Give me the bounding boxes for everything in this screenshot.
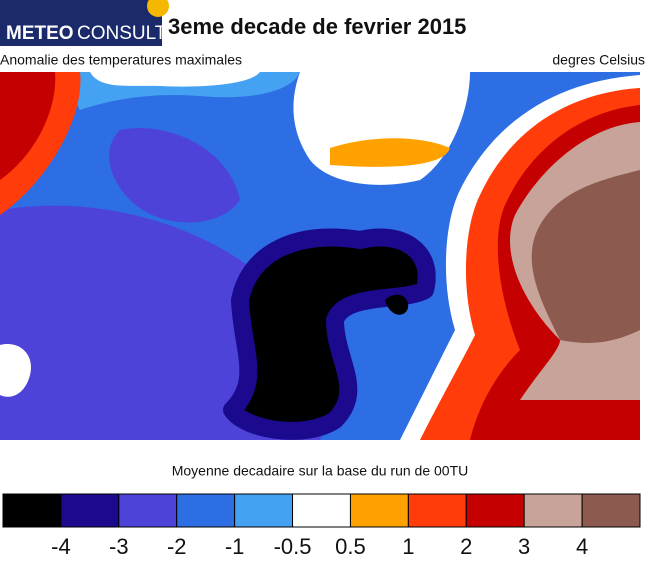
colorbar-tick-label: 1 <box>402 534 414 559</box>
map-zone <box>0 72 56 180</box>
map-zone <box>90 72 260 87</box>
color-box <box>234 493 294 528</box>
logo-box <box>0 0 162 46</box>
subtitle: Anomalie des temperatures maximales <box>0 52 242 68</box>
title: 3eme decade de fevrier 2015 <box>168 14 466 39</box>
logo-sun <box>147 0 169 17</box>
colorbar-tick-label: -2 <box>167 534 187 559</box>
color-box <box>581 493 641 528</box>
map <box>0 72 640 440</box>
logo-consult: CONSULT <box>77 23 167 44</box>
color-box <box>60 493 120 528</box>
unit: degres Celsius <box>552 52 645 68</box>
colorbar-tick-label: -3 <box>109 534 129 559</box>
map-zone <box>531 170 640 343</box>
colorbar-tick-label: 0.5 <box>335 534 366 559</box>
map-zone <box>109 128 240 223</box>
color-box <box>118 493 178 528</box>
color-box <box>407 493 467 528</box>
caption: Moyenne decadaire sur la base du run de … <box>172 463 469 479</box>
logo-meteo: METEO <box>6 23 74 44</box>
map-zone <box>385 294 409 315</box>
colorbar-tick-label: -1 <box>225 534 245 559</box>
colorbar-tick-label: 2 <box>460 534 472 559</box>
map-zone <box>330 138 450 167</box>
colorbar-tick-label: -4 <box>51 534 71 559</box>
color-box <box>349 493 409 528</box>
colorbar: -4 -3 -2 -1 -0.5 0.5 1 2 3 4 <box>2 493 641 559</box>
color-box <box>465 493 525 528</box>
color-box <box>292 493 351 528</box>
color-box <box>176 493 236 528</box>
color-box <box>2 493 62 528</box>
colorbar-tick-label: 4 <box>576 534 588 559</box>
map-zone <box>0 344 31 397</box>
colorbar-tick-label: -0.5 <box>274 534 312 559</box>
color-box <box>523 493 583 528</box>
colorbar-tick-label: 3 <box>518 534 530 559</box>
map-zone <box>223 228 436 440</box>
